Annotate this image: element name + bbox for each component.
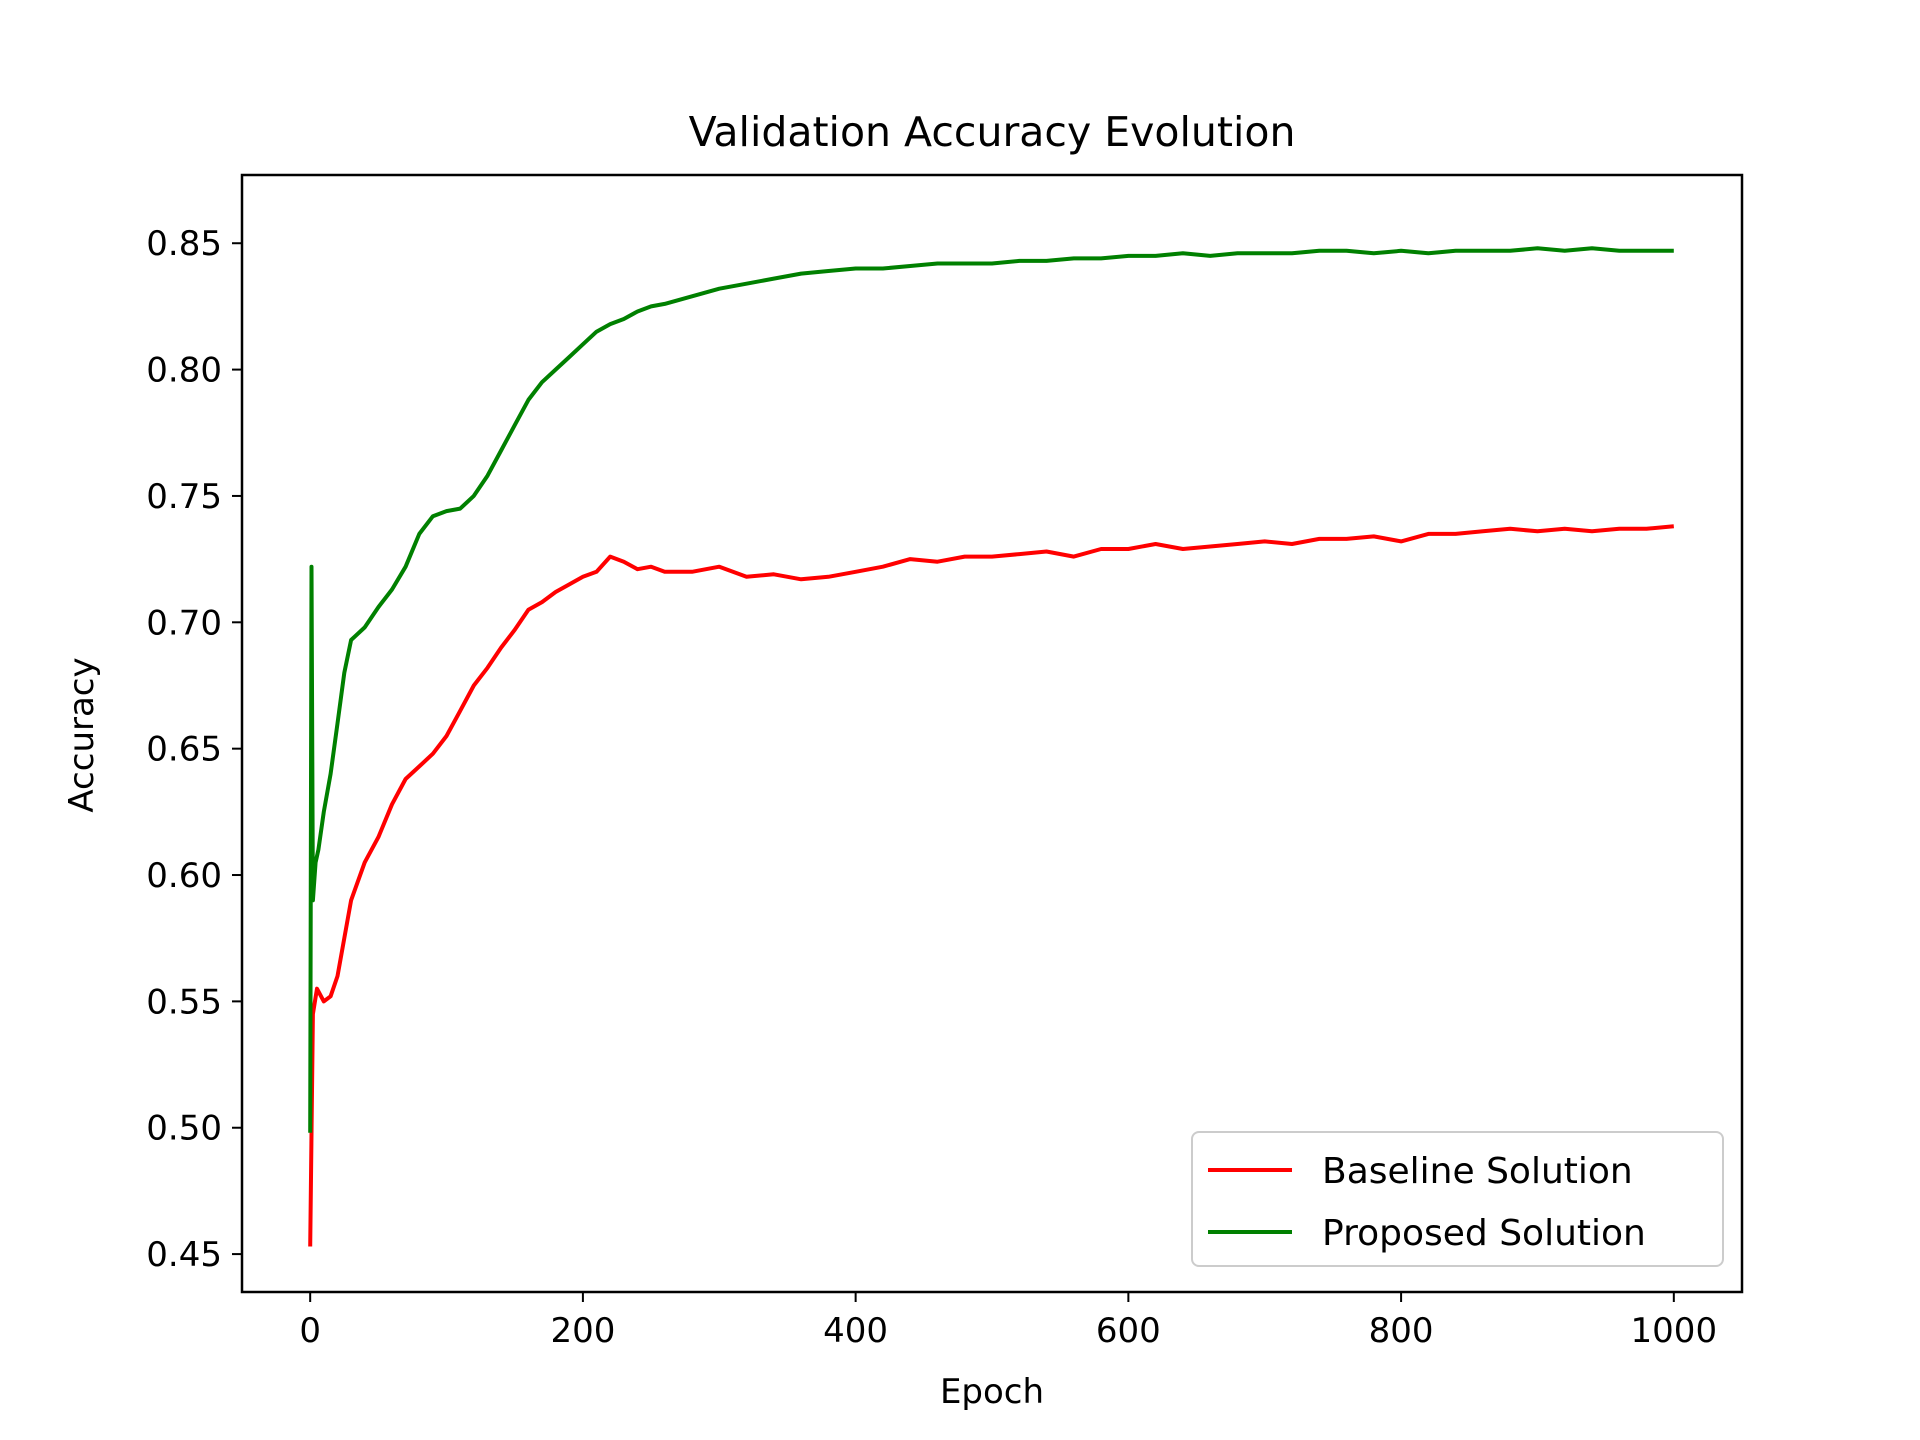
legend-label-1: Baseline Solution [1322, 1151, 1633, 1192]
chart-title: Validation Accuracy Evolution [689, 108, 1296, 156]
plot-frame [240, 173, 1744, 1294]
y-tick-label: 0.50 [146, 1109, 222, 1149]
x-tick-label: 200 [550, 1311, 615, 1351]
y-tick-label: 0.65 [146, 730, 222, 770]
x-axis-label: Epoch [940, 1372, 1044, 1412]
y-tick-label: 0.70 [146, 603, 222, 643]
series-line-2 [308, 246, 1674, 1133]
legend-label-2: Proposed Solution [1322, 1213, 1646, 1254]
y-axis-label: Accuracy [62, 657, 102, 812]
x-tick-label: 600 [1096, 1311, 1161, 1351]
y-tick-label: 0.55 [146, 982, 222, 1022]
x-tick-label: 1000 [1631, 1311, 1718, 1351]
y-tick-label: 0.60 [146, 856, 222, 896]
x-tick-label: 400 [823, 1311, 888, 1351]
series-layer [308, 246, 1674, 1247]
legend: Baseline Solution Proposed Solution [1191, 1131, 1724, 1267]
x-tick-label: 800 [1369, 1311, 1434, 1351]
series-line-1 [308, 524, 1674, 1247]
y-tick-label: 0.45 [146, 1235, 222, 1275]
x-axis: 0 200 400 600 800 1000 [299, 1292, 1717, 1351]
x-tick-label: 0 [299, 1311, 321, 1351]
y-tick-label: 0.75 [146, 477, 222, 517]
y-axis: 0.45 0.50 0.55 0.60 0.65 0.70 0.75 0.80 0.85 [146, 224, 242, 1275]
y-tick-label: 0.85 [146, 224, 222, 264]
legend-box [1191, 1131, 1724, 1267]
y-tick-label: 0.80 [146, 351, 222, 391]
